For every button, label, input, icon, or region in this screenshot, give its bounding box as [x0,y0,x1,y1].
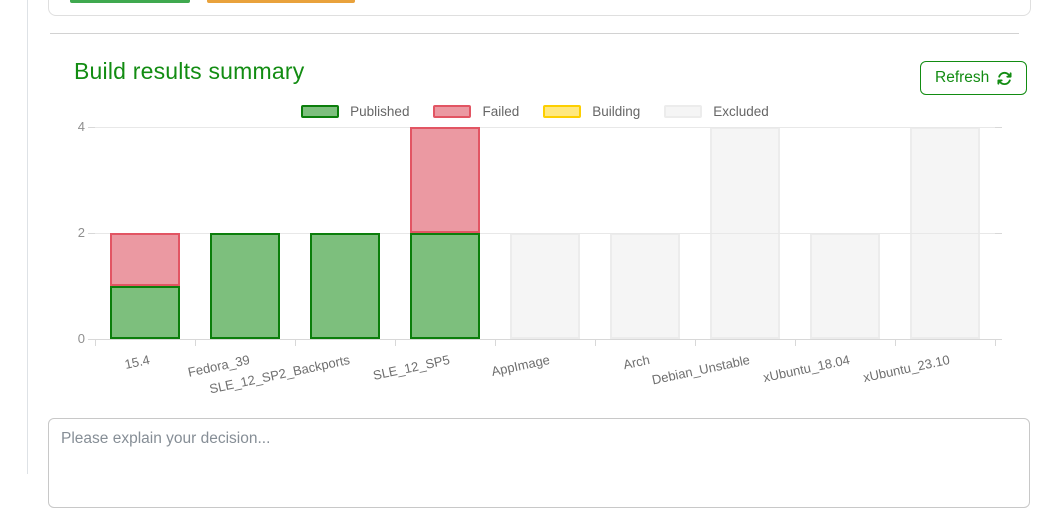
x-axis-label-AppImage: AppImage [490,352,552,379]
gridline-y0 [95,339,995,340]
legend-swatch-building [543,105,582,118]
legend-label: Published [350,104,410,119]
legend-swatch-published [301,105,340,118]
refresh-button[interactable]: Refresh [920,61,1028,95]
x-axis-label-Arch: Arch [621,352,652,373]
x-axis-label-xUbuntu_23.10: xUbuntu_23.10 [861,352,952,386]
legend-item-excluded[interactable]: Excluded [664,104,769,119]
legend-label: Building [592,104,641,119]
y-axis-tick-right [995,127,1002,128]
y-axis-label: 2 [77,225,85,240]
y-axis-tick-right [995,233,1002,234]
bar-failed-SLE_12_SP5[interactable] [410,127,480,233]
x-axis-tick [995,339,996,346]
build-results-chart: Published Failed Building Excluded 0 2 4 15.4 F… [75,104,1002,396]
bar-failed-15.4[interactable] [110,233,180,286]
bar-published-SLE_12_SP2_Backports[interactable] [310,233,380,339]
x-axis-label-Debian_Unstable: Debian_Unstable [650,352,752,388]
x-axis-tick [795,339,796,346]
legend-label: Excluded [713,104,769,119]
x-axis-tick [395,339,396,346]
gridline-y4 [95,127,995,128]
bar-excluded-Arch[interactable] [610,233,680,339]
gridline-y2 [95,233,995,234]
x-axis-label-15.4: 15.4 [123,352,152,372]
legend-swatch-excluded [664,105,703,118]
chart-legend: Published Failed Building Excluded [75,104,995,119]
x-axis-tick [295,339,296,346]
legend-item-published[interactable]: Published [301,104,409,119]
section-divider [50,33,1019,34]
x-axis-label-SLE_12_SP5: SLE_12_SP5 [371,352,452,383]
refresh-icon [997,71,1012,86]
x-axis-tick [195,339,196,346]
x-axis-tick [695,339,696,346]
y-axis-tick-right [995,339,1002,340]
bar-published-15.4[interactable] [110,286,180,339]
y-axis-label: 0 [77,331,85,346]
bar-published-Fedora_39[interactable] [210,233,280,339]
partial-green-button[interactable] [70,0,190,3]
legend-item-building[interactable]: Building [543,104,640,119]
y-axis-tick [88,127,95,128]
x-axis-tick [495,339,496,346]
legend-swatch-failed [433,105,472,118]
y-axis-tick [88,233,95,234]
top-partial-card [48,0,1031,16]
decision-comment-input[interactable] [48,418,1030,508]
legend-label: Failed [482,104,520,119]
page-title: Build results summary [74,58,305,84]
bar-excluded-AppImage[interactable] [510,233,580,339]
refresh-button-label: Refresh [935,69,990,86]
partial-orange-button[interactable] [207,0,355,3]
x-axis-tick [95,339,96,346]
x-axis-label-xUbuntu_18.04: xUbuntu_18.04 [761,352,852,386]
legend-item-failed[interactable]: Failed [433,104,519,119]
outer-card-border [27,0,28,474]
y-axis-tick [88,339,95,340]
y-axis-label: 4 [77,119,85,134]
x-axis-tick [895,339,896,346]
bar-excluded-xUbuntu_18.04[interactable] [810,233,880,339]
bar-published-SLE_12_SP5[interactable] [410,233,480,339]
x-axis-tick [595,339,596,346]
